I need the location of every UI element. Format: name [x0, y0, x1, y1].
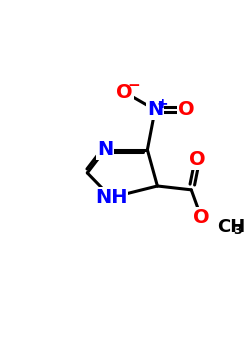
Text: −: − — [127, 78, 140, 93]
Text: O: O — [116, 83, 132, 102]
Text: N: N — [147, 100, 163, 119]
Text: NH: NH — [95, 188, 128, 207]
Text: O: O — [193, 208, 210, 227]
Text: N: N — [97, 140, 113, 159]
Text: +: + — [157, 97, 168, 111]
Text: O: O — [178, 100, 194, 119]
Text: O: O — [189, 149, 206, 169]
Text: 3: 3 — [233, 224, 241, 237]
Text: CH: CH — [218, 218, 246, 236]
